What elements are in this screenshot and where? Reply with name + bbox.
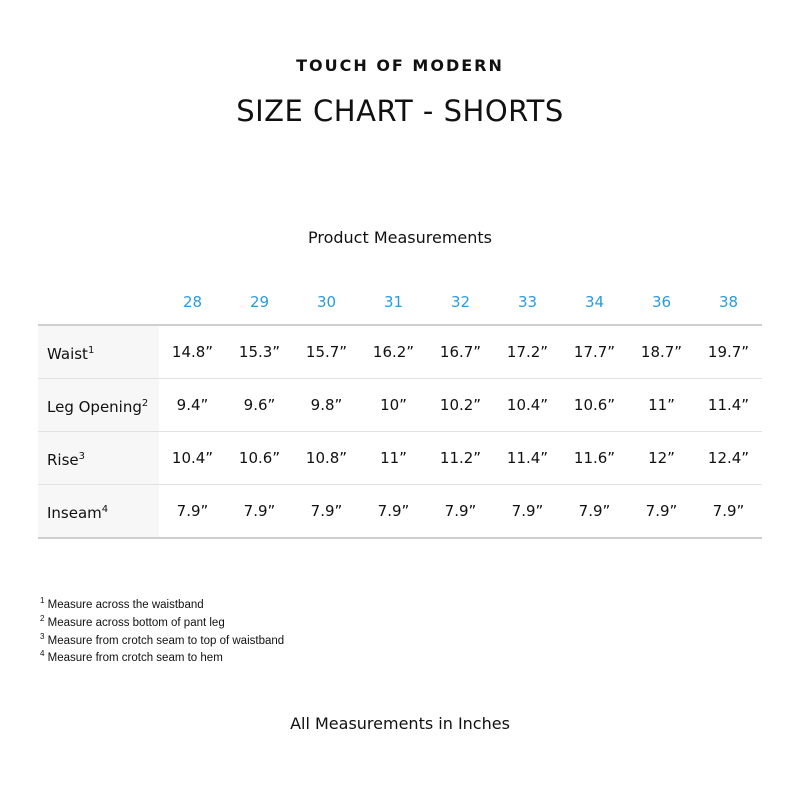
measurement-cell: 7.9”: [360, 484, 427, 539]
measurement-cell: 10.2”: [427, 378, 494, 432]
measurement-cell: 16.7”: [427, 324, 494, 379]
size-header-row: 28 29 30 31 32 33 34 36 38: [38, 280, 762, 325]
measurement-cell: 11.4”: [695, 378, 762, 432]
measurement-cell: 7.9”: [695, 484, 762, 539]
measurement-cell: 17.7”: [561, 324, 628, 379]
size-header: 28: [182, 293, 203, 311]
row-label: Leg Opening2: [38, 378, 159, 432]
footnote: 3 Measure from crotch seam to top of wai…: [40, 630, 284, 648]
footnote-text: Measure from crotch seam to top of waist…: [47, 634, 285, 647]
footnote-text: Measure across bottom of pant leg: [47, 616, 225, 629]
row-label-text: Waist: [47, 344, 88, 363]
measurement-cell: 7.9”: [293, 484, 360, 539]
measurement-cell: 10.6”: [561, 378, 628, 432]
brand-logo: TOUCH OF MODERN: [296, 56, 504, 75]
size-table: 28 29 30 31 32 33 34 36 38 Waist1 14.8” 15.3” 15.7”…: [38, 280, 762, 539]
measurement-cell: 14.8”: [159, 324, 226, 379]
measurement-cell: 11.2”: [427, 431, 494, 485]
footnote-ref: 2: [141, 397, 149, 409]
measurement-cell: 19.7”: [695, 324, 762, 379]
footnote-text: Measure across the waistband: [47, 598, 204, 611]
footer-note: All Measurements in Inches: [290, 714, 510, 733]
table-row: Leg Opening2 9.4” 9.6” 9.8” 10” 10.2” 10.4” 10.…: [38, 378, 762, 432]
footnote: 2 Measure across bottom of pant leg: [40, 612, 284, 630]
footnote: 4 Measure from crotch seam to hem: [40, 647, 284, 665]
row-label: Waist1: [38, 324, 159, 379]
measurement-cell: 7.9”: [226, 484, 293, 539]
footnote-number: 3: [40, 631, 45, 641]
measurement-cell: 17.2”: [494, 324, 561, 379]
measurement-cell: 18.7”: [628, 324, 695, 379]
row-label: Inseam4: [38, 484, 159, 539]
measurement-cell: 9.8”: [293, 378, 360, 432]
measurement-cell: 11”: [628, 378, 695, 432]
measurement-cell: 10.4”: [494, 378, 561, 432]
measurement-cell: 10.4”: [159, 431, 226, 485]
measurement-cell: 7.9”: [561, 484, 628, 539]
measurement-cell: 7.9”: [159, 484, 226, 539]
footnote-number: 2: [40, 613, 45, 623]
size-header: 38: [718, 293, 739, 311]
row-label-text: Leg Opening: [47, 397, 142, 416]
size-header: 30: [316, 293, 337, 311]
footnote-number: 4: [40, 649, 45, 659]
measurement-cell: 12”: [628, 431, 695, 485]
measurement-cell: 16.2”: [360, 324, 427, 379]
measurement-cell: 7.9”: [628, 484, 695, 539]
measurement-cell: 11”: [360, 431, 427, 485]
footnote: 1 Measure across the waistband: [40, 594, 284, 612]
measurement-cell: 10”: [360, 378, 427, 432]
measurement-cell: 11.6”: [561, 431, 628, 485]
size-header: 36: [651, 293, 672, 311]
measurement-cell: 10.6”: [226, 431, 293, 485]
measurement-cell: 15.3”: [226, 324, 293, 379]
measurement-cell: 9.6”: [226, 378, 293, 432]
measurement-cell: 9.4”: [159, 378, 226, 432]
table-row: Inseam4 7.9” 7.9” 7.9” 7.9” 7.9” 7.9” 7.9” 7.9” 7…: [38, 484, 762, 539]
row-label-text: Inseam: [47, 503, 102, 522]
row-label: Rise3: [38, 431, 159, 485]
table-subtitle: Product Measurements: [307, 228, 492, 247]
size-header: 33: [517, 293, 538, 311]
size-header: 34: [584, 293, 605, 311]
footnote-ref: 3: [78, 450, 86, 462]
size-header: 32: [450, 293, 471, 311]
table-row: Waist1 14.8” 15.3” 15.7” 16.2” 16.7” 17.2” 17.7…: [38, 324, 762, 379]
footnote-ref: 4: [101, 503, 109, 515]
size-header: 31: [383, 293, 404, 311]
row-label-text: Rise: [47, 450, 79, 469]
measurement-cell: 11.4”: [494, 431, 561, 485]
measurement-cell: 15.7”: [293, 324, 360, 379]
footnote-ref: 1: [87, 344, 95, 356]
footnote-number: 1: [40, 596, 45, 605]
footnote-text: Measure from crotch seam to hem: [47, 652, 223, 665]
measurement-cell: 7.9”: [427, 484, 494, 539]
measurement-cell: 7.9”: [494, 484, 561, 539]
measurement-cell: 12.4”: [695, 431, 762, 485]
table-row: Rise3 10.4” 10.6” 10.8” 11” 11.2” 11.4” 11.6” 12…: [38, 431, 762, 485]
footnotes: 1 Measure across the waistband 2 Measure …: [40, 594, 284, 665]
size-header: 29: [249, 293, 270, 311]
page-title: SIZE CHART - SHORTS: [236, 94, 564, 128]
measurement-cell: 10.8”: [293, 431, 360, 485]
header-blank: [38, 280, 159, 325]
